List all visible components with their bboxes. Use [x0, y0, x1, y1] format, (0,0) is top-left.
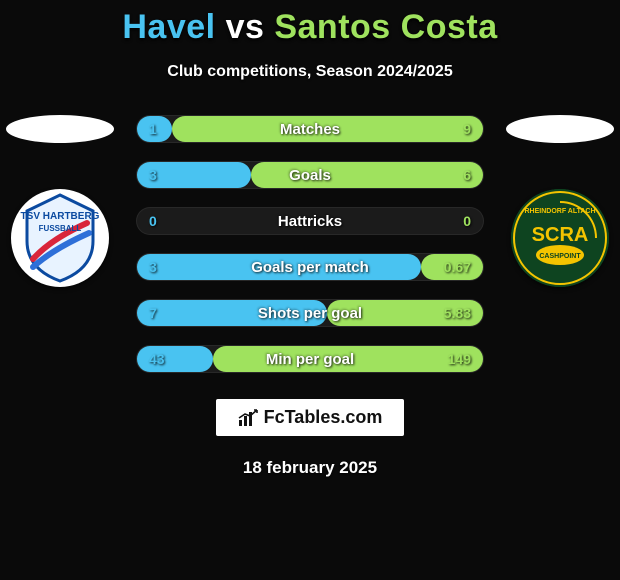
bar-fill-right	[213, 346, 483, 372]
bar-fill-right	[251, 162, 483, 188]
subtitle: Club competitions, Season 2024/2025	[0, 63, 620, 81]
svg-text:TSV HARTBERG: TSV HARTBERG	[21, 211, 100, 222]
svg-text:RHEINDORF ALTACH: RHEINDORF ALTACH	[524, 208, 595, 215]
bar-label: Hattricks	[137, 208, 483, 234]
bar-fill-right	[421, 254, 483, 280]
brand-chart-icon	[238, 409, 258, 427]
brand-label: FcTables.com	[264, 407, 383, 428]
left-flag	[6, 115, 114, 143]
left-club-crest: TSV HARTBERG FUSSBALL	[11, 189, 109, 287]
right-flag	[506, 115, 614, 143]
bar-fill-left	[137, 116, 172, 142]
stat-bar: Matches19	[136, 115, 484, 143]
bar-fill-right	[172, 116, 483, 142]
title-vs: vs	[226, 8, 265, 46]
title-player-right: Santos Costa	[274, 8, 497, 46]
page-title: Havel vs Santos Costa	[0, 8, 620, 47]
svg-text:CASHPOINT: CASHPOINT	[539, 253, 581, 260]
left-player-column: TSV HARTBERG FUSSBALL	[0, 115, 120, 287]
stat-bar: Goals36	[136, 161, 484, 189]
stat-bar: Shots per goal75.83	[136, 299, 484, 327]
bar-fill-left	[137, 346, 213, 372]
footer: FcTables.com 18 february 2025	[0, 399, 620, 478]
right-player-column: RHEINDORF ALTACH SCRA CASHPOINT	[500, 115, 620, 287]
stat-bar: Min per goal43149	[136, 345, 484, 373]
stats-bars: Matches19 Goals36 Hattricks0 0 Goals per mat…	[136, 115, 484, 373]
stat-bar: Goals per match30.67	[136, 253, 484, 281]
bar-fill-left	[137, 300, 327, 326]
bar-fill-right	[327, 300, 483, 326]
bar-value-left: 0	[149, 208, 157, 234]
right-club-crest: RHEINDORF ALTACH SCRA CASHPOINT	[511, 189, 609, 287]
svg-text:FUSSBALL: FUSSBALL	[39, 224, 82, 233]
bar-fill-left	[137, 254, 421, 280]
comparison-card: Havel vs Santos Costa Club competitions,…	[0, 0, 620, 580]
svg-text:SCRA: SCRA	[532, 224, 589, 246]
bar-fill-left	[137, 162, 251, 188]
bar-value-right: 0	[463, 208, 471, 234]
title-player-left: Havel	[122, 8, 215, 46]
content-area: TSV HARTBERG FUSSBALL RHEINDORF ALTACH S…	[0, 115, 620, 385]
stat-bar: Hattricks0 0	[136, 207, 484, 235]
brand-badge[interactable]: FcTables.com	[216, 399, 405, 436]
date-label: 18 february 2025	[243, 458, 377, 478]
